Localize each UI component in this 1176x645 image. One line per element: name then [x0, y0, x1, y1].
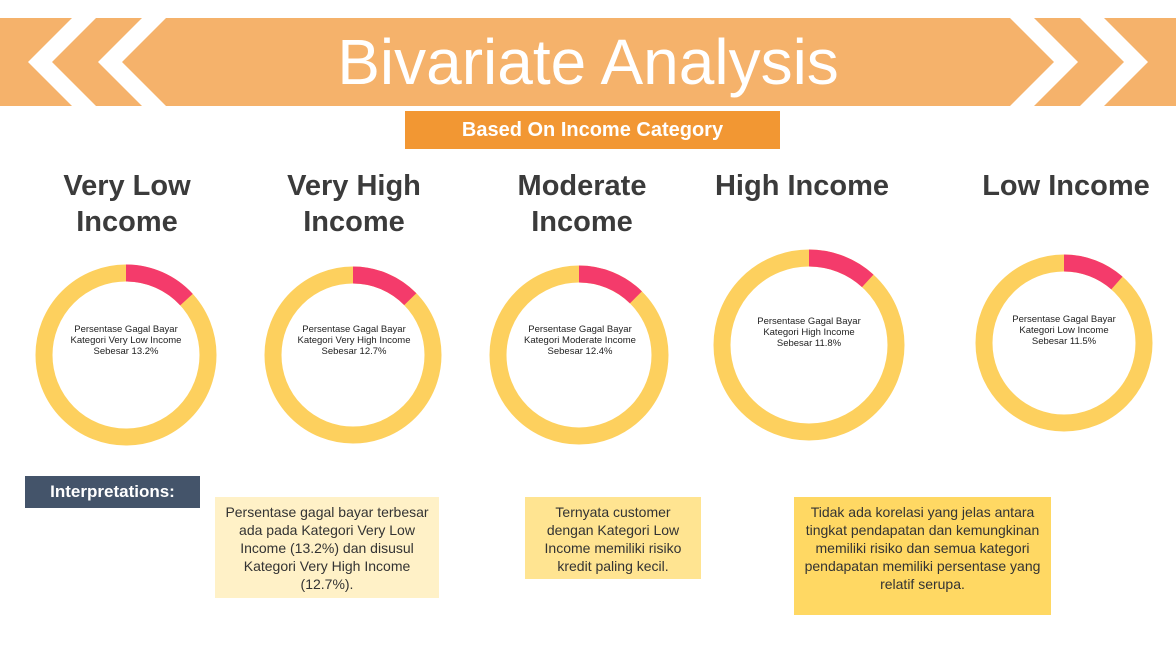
- interpretation-note: Tidak ada korelasi yang jelas antara tin…: [794, 497, 1051, 615]
- donut-label-line: Sebesar 11.8%: [776, 338, 842, 349]
- chart-title-high-income: High Income: [714, 170, 889, 202]
- chart-title-very-low-income: Very Low Income: [63, 170, 191, 238]
- donut-chart-very-low-income: [35, 264, 217, 446]
- chevron-right-icon: [1080, 18, 1148, 106]
- interpretation-note: Persentase gagal bayar terbesar ada pada…: [215, 497, 439, 598]
- donut-slice-default: [1063, 254, 1123, 290]
- donut-label-line: Persentase Gagal Bayar: [757, 316, 861, 327]
- donut-label-line: Kategori High Income: [763, 327, 855, 338]
- donut-label-line: Kategori Very High Income: [297, 335, 411, 346]
- chart-title-low-income: Low Income: [982, 170, 1150, 202]
- donut-label-line: Kategori Very Low Income: [70, 335, 182, 346]
- donut-label-line: Sebesar 13.2%: [93, 346, 159, 357]
- donut-label-moderate-income: Persentase Gagal Bayar Kategori Moderate…: [510, 324, 650, 357]
- donut-label-line: Sebesar 11.5%: [1031, 336, 1097, 347]
- chart-title-very-high-income: Very High Income: [287, 170, 421, 238]
- chevron-left-icon: [98, 18, 166, 106]
- donut-label-line: Sebesar 12.4%: [547, 346, 613, 357]
- interpretations-label: Interpretations:: [25, 476, 200, 508]
- subtitle-badge: Based On Income Category: [405, 111, 780, 149]
- donut-slice-default: [352, 266, 417, 306]
- donut-label-line: Persentase Gagal Bayar: [74, 324, 178, 335]
- donut-slice-default: [808, 249, 874, 288]
- donut-slice-default: [125, 264, 193, 306]
- banner-background: [0, 18, 1176, 106]
- donut-label-line: Persentase Gagal Bayar: [302, 324, 406, 335]
- page-title: Bivariate Analysis: [337, 26, 839, 98]
- chevron-right-icon: [1010, 18, 1078, 106]
- donut-label-low-income: Persentase Gagal Bayar Kategori Low Inco…: [994, 314, 1134, 347]
- donut-label-very-high-income: Persentase Gagal Bayar Kategori Very Hig…: [284, 324, 424, 357]
- donut-label-line: Persentase Gagal Bayar: [528, 324, 632, 335]
- title-banner: [0, 18, 1176, 106]
- donut-label-high-income: Persentase Gagal Bayar Kategori High Inc…: [739, 316, 879, 349]
- donut-chart-high-income: [713, 249, 905, 441]
- chevron-left-icon: [28, 18, 96, 106]
- donut-label-line: Kategori Low Income: [1019, 325, 1109, 336]
- donut-label-line: Kategori Moderate Income: [524, 335, 636, 346]
- donut-label-very-low-income: Persentase Gagal Bayar Kategori Very Low…: [56, 324, 196, 357]
- interpretation-note: Ternyata customer dengan Kategori Low In…: [525, 497, 701, 579]
- donut-label-line: Sebesar 12.7%: [321, 346, 387, 357]
- donut-label-line: Persentase Gagal Bayar: [1012, 314, 1116, 325]
- donut-chart-moderate-income: [489, 265, 669, 445]
- chart-title-moderate-income: Moderate Income: [517, 170, 647, 238]
- donut-chart-low-income: [975, 254, 1153, 432]
- donut-slice-default: [578, 265, 642, 304]
- donut-chart-very-high-income: [264, 266, 442, 444]
